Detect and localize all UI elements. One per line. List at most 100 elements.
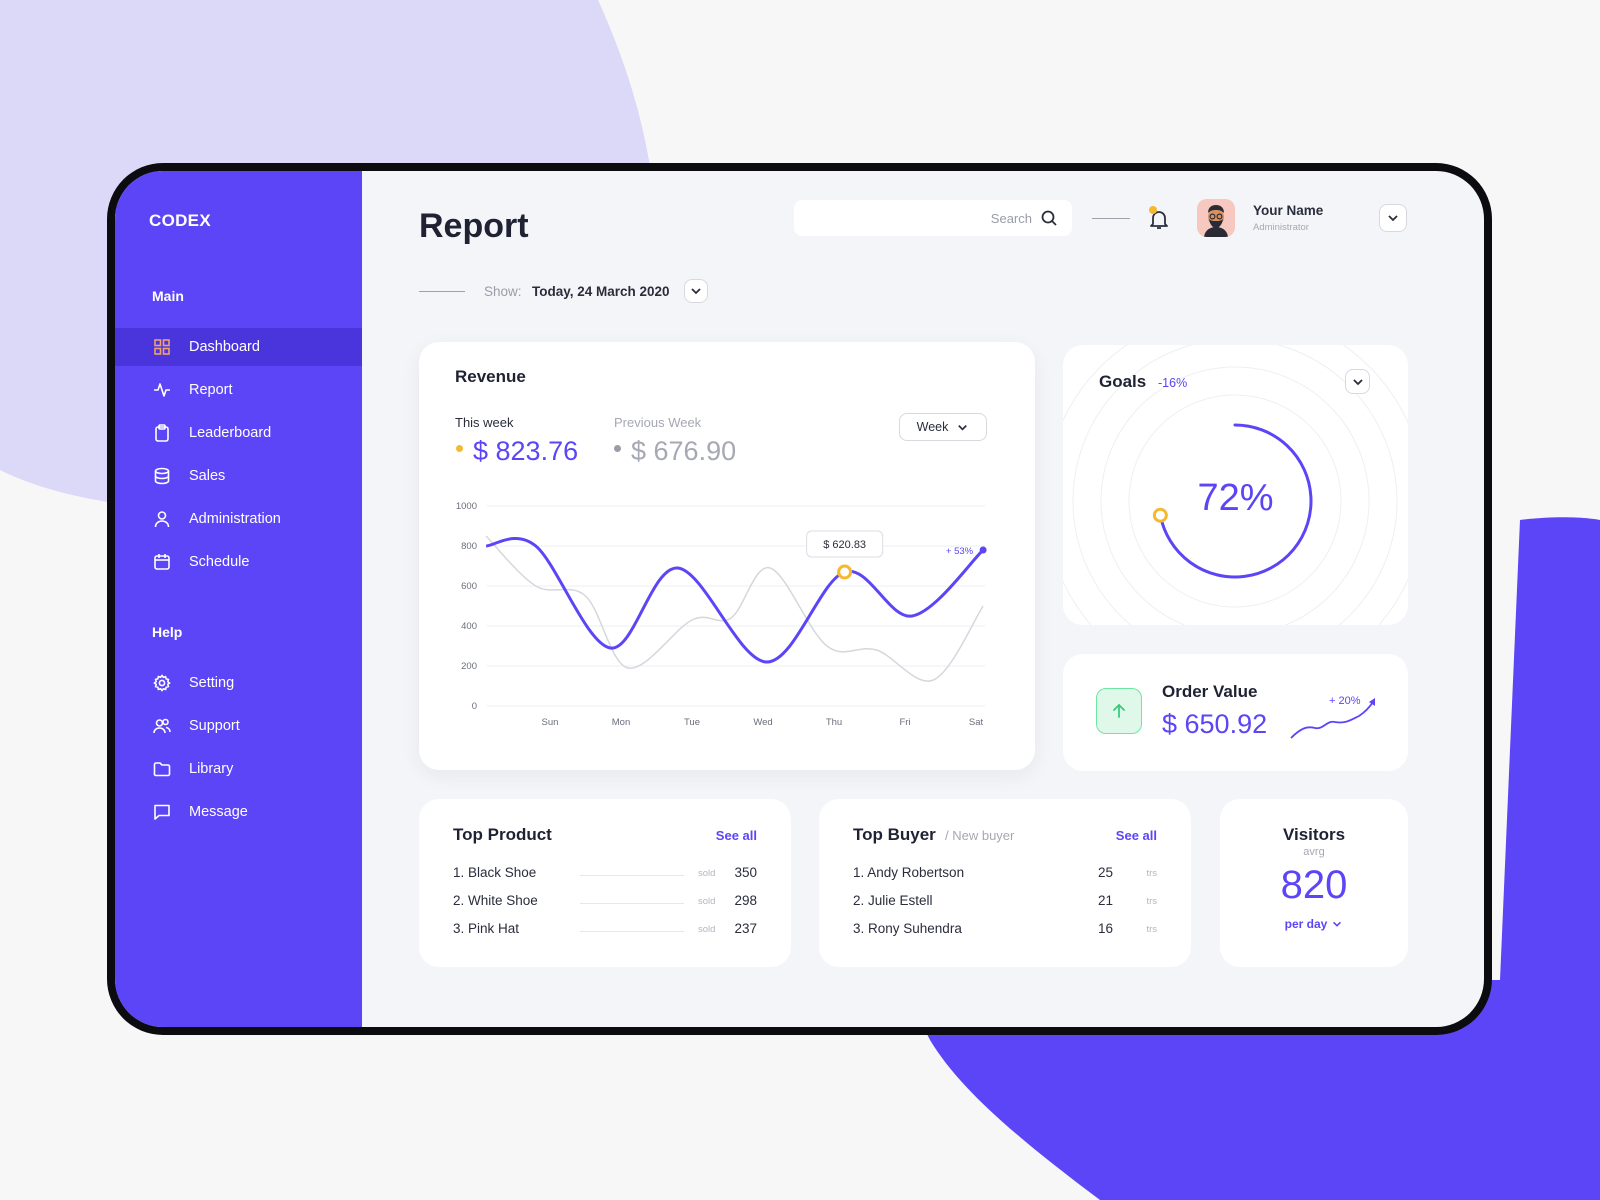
sidebar-item-support[interactable]: Support (115, 707, 362, 745)
row-divider (580, 931, 684, 932)
x-tick-label: Mon (612, 717, 630, 728)
goals-progress-knob (1152, 507, 1168, 523)
user-name: Your Name (1253, 203, 1324, 218)
x-tick-label: Sat (969, 717, 984, 728)
sidebar-item-label: Library (189, 761, 234, 777)
show-label: Show: (484, 284, 522, 299)
goals-dropdown-button[interactable] (1345, 369, 1370, 394)
top-product-title: Top Product (453, 825, 552, 844)
y-tick-label: 800 (461, 541, 477, 552)
sidebar-item-label: Setting (189, 675, 235, 691)
avatar[interactable] (1197, 199, 1235, 237)
top-product-see-all-link[interactable]: See all (715, 828, 757, 843)
revenue-card: Revenue This week $ 823.76 Previous Week… (419, 342, 1035, 770)
tooltip-box (806, 530, 884, 558)
list-item: 1. Black Shoe sold 350 (453, 865, 757, 885)
visitors-value: 820 (1280, 863, 1348, 907)
visitors-card: Visitors avrg 820 per day (1220, 799, 1408, 967)
sidebar-item-label: Schedule (189, 554, 250, 570)
bell-icon[interactable] (1147, 207, 1171, 231)
buyer-transactions: 25 (1097, 865, 1113, 880)
order-value-amount: $ 650.92 (1162, 709, 1268, 739)
clipboard-icon (153, 424, 171, 442)
highlight-point (837, 564, 853, 580)
list-item: 2. Julie Estell 21 trs (853, 893, 1157, 913)
buyer-transactions: 21 (1097, 893, 1113, 908)
transactions-unit: trs (1146, 896, 1157, 907)
this-week-value: $ 823.76 (473, 436, 579, 466)
chevron-down-icon (958, 424, 968, 431)
top-buyer-card: Top Buyer / New buyer See all 1. Andy Ro… (819, 799, 1191, 967)
sidebar-item-message[interactable]: Message (115, 793, 362, 831)
list-item: 2. White Shoe sold 298 (453, 893, 757, 913)
sidebar-item-sales[interactable]: Sales (115, 457, 362, 495)
sidebar-item-report[interactable]: Report (115, 371, 362, 409)
show-date: Today, 24 March 2020 (532, 284, 670, 299)
activity-icon (153, 381, 171, 399)
period-label: Week (916, 420, 949, 434)
app-logo: CODEX (149, 211, 211, 230)
goals-progress-arc (1158, 423, 1313, 579)
chevron-down-icon (1333, 921, 1342, 927)
user-role: Administrator (1253, 222, 1309, 233)
y-tick-label: 200 (461, 661, 477, 672)
period-dropdown[interactable]: Week (899, 413, 987, 441)
list-item: 3. Pink Hat sold 237 (453, 921, 757, 941)
y-tick-label: 400 (461, 621, 477, 632)
x-tick-label: Wed (753, 717, 772, 728)
buyer-name: 3. Rony Suhendra (853, 921, 962, 936)
chevron-down-icon (1388, 215, 1398, 222)
series-end-point (979, 546, 987, 554)
search-icon[interactable] (1040, 209, 1058, 227)
visitors-subtitle: avrg (1303, 846, 1325, 858)
sidebar-item-label: Report (189, 382, 233, 398)
sidebar-item-label: Administration (189, 511, 281, 527)
product-name: 2. White Shoe (453, 893, 538, 908)
notification-dot (1149, 206, 1157, 214)
x-tick-label: Thu (826, 717, 842, 728)
sold-label: sold (698, 896, 716, 907)
visitors-period-dropdown[interactable]: per day (1220, 917, 1408, 931)
sidebar-item-setting[interactable]: Setting (115, 664, 362, 702)
folder-icon (153, 760, 171, 778)
x-tick-label: Sun (542, 717, 559, 728)
sidebar-item-dashboard[interactable]: Dashboard (115, 328, 362, 366)
gear-icon (153, 674, 171, 692)
sidebar-item-schedule[interactable]: Schedule (115, 543, 362, 581)
revenue-chart: 0 200 400 600 800 1000 Sun Mon Tue Wed Thu Fri Sat + … (456, 501, 987, 728)
buyer-name: 1. Andy Robertson (853, 865, 965, 880)
goals-change: -16% (1158, 376, 1188, 390)
sidebar-item-leaderboard[interactable]: Leaderboard (115, 414, 362, 452)
sidebar-item-library[interactable]: Library (115, 750, 362, 788)
goals-percent: 72% (1197, 477, 1274, 519)
user-menu-button[interactable] (1379, 204, 1407, 232)
search-bar (794, 200, 1072, 236)
buyer-name: 2. Julie Estell (853, 893, 933, 908)
product-name: 1. Black Shoe (453, 865, 537, 880)
product-sold-count: 350 (734, 865, 757, 880)
goals-title: Goals (1099, 372, 1147, 391)
sidebar-section-help: Help (152, 624, 183, 640)
sidebar-item-administration[interactable]: Administration (115, 500, 362, 538)
date-dropdown-button[interactable] (684, 279, 708, 303)
revenue-title: Revenue (455, 367, 526, 386)
order-value-title: Order Value (1162, 682, 1258, 701)
sold-label: sold (698, 868, 716, 879)
chevron-down-icon (1352, 378, 1363, 385)
sidebar-help-nav: Setting Support Library Message (115, 664, 362, 836)
users-icon (153, 717, 171, 735)
transactions-unit: trs (1146, 924, 1157, 935)
database-icon (153, 467, 171, 485)
top-buyer-subtitle: / New buyer (945, 828, 1015, 843)
visitors-title: Visitors (1282, 825, 1346, 844)
sidebar-item-label: Message (189, 804, 248, 820)
app-screen: CODEX Main Dashboard Report Leaderboard (115, 171, 1484, 1027)
this-week-label: This week (455, 415, 514, 430)
sidebar: CODEX Main Dashboard Report Leaderboard (115, 171, 362, 1027)
chevron-down-icon (691, 288, 701, 295)
y-tick-label: 600 (461, 581, 477, 592)
top-buyer-see-all-link[interactable]: See all (1115, 828, 1157, 843)
search-input[interactable] (832, 210, 1032, 226)
top-buyer-title: Top Buyer (853, 825, 936, 844)
buyer-transactions: 16 (1097, 921, 1113, 936)
